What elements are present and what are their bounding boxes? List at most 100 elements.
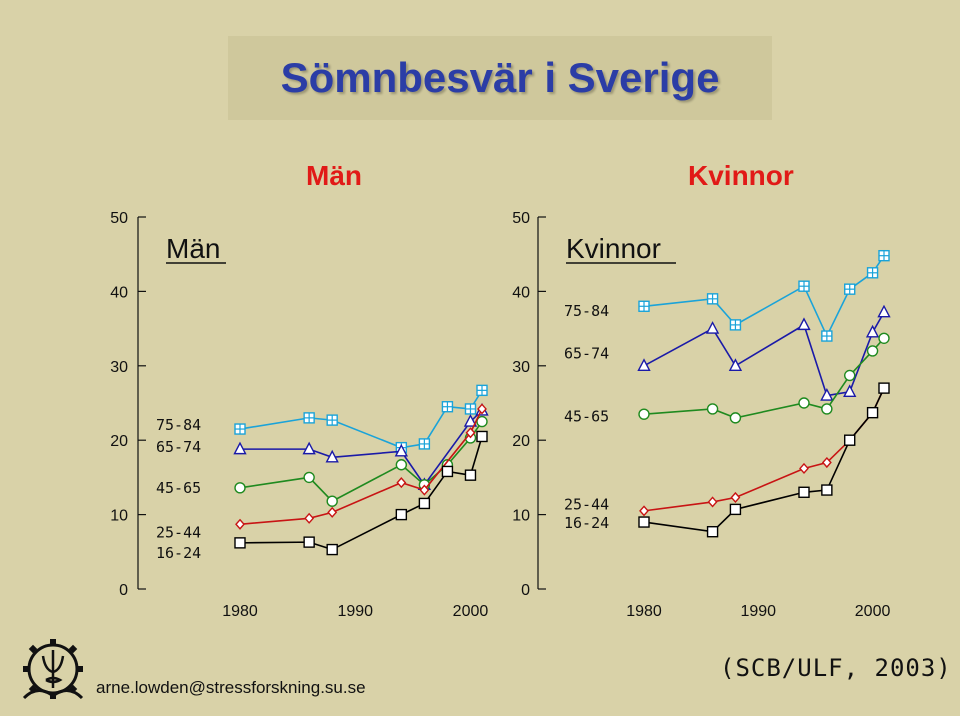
series-line bbox=[239, 389, 483, 449]
x-tick-label: 1980 bbox=[222, 603, 258, 620]
data-point bbox=[395, 508, 408, 521]
data-point bbox=[394, 443, 408, 457]
data-point bbox=[234, 537, 246, 549]
data-point bbox=[463, 414, 478, 427]
y-tick-label: 30 bbox=[110, 359, 128, 376]
y-tick-label: 40 bbox=[512, 284, 530, 301]
group-label: 45-65 bbox=[564, 408, 609, 426]
group-label: 75-84 bbox=[156, 416, 201, 434]
data-point bbox=[476, 415, 488, 428]
data-point bbox=[820, 388, 834, 401]
series-65-74 bbox=[637, 304, 891, 401]
data-point bbox=[821, 403, 833, 415]
data-point bbox=[476, 430, 488, 443]
x-tick-label: 1990 bbox=[337, 603, 373, 620]
group-label: 16-24 bbox=[156, 544, 201, 562]
chart-title: Män bbox=[166, 233, 220, 264]
data-point bbox=[327, 506, 338, 518]
group-label: 25-44 bbox=[564, 495, 609, 513]
contact-email: arne.lowden@stressforskning.su.se bbox=[96, 678, 366, 697]
y-tick-label: 20 bbox=[110, 433, 128, 450]
data-point bbox=[798, 397, 810, 409]
data-point bbox=[730, 491, 741, 504]
data-point bbox=[865, 324, 880, 338]
y-tick-label: 30 bbox=[512, 359, 530, 376]
chart-women: 0 10 20 30 40 50 1980 1990 2000 Kvinnor 75-84 65-74… bbox=[512, 210, 891, 620]
data-point bbox=[638, 516, 650, 528]
data-point bbox=[395, 459, 408, 471]
data-point bbox=[797, 317, 811, 331]
series-75-84 bbox=[234, 384, 488, 454]
data-point bbox=[326, 543, 338, 556]
series-45-65 bbox=[638, 332, 890, 424]
data-point bbox=[638, 408, 650, 420]
chart-title: Kvinnor bbox=[566, 233, 661, 264]
y-tick-label: 50 bbox=[512, 210, 530, 227]
series-line bbox=[643, 311, 885, 397]
data-point bbox=[729, 503, 742, 516]
group-label: 65-74 bbox=[156, 438, 201, 456]
series-25-44 bbox=[639, 382, 889, 517]
y-tick-label: 10 bbox=[110, 508, 128, 525]
y-tick-label: 20 bbox=[512, 433, 530, 450]
data-point bbox=[639, 505, 649, 517]
data-point bbox=[233, 441, 247, 455]
series-line bbox=[643, 387, 885, 533]
data-point bbox=[441, 465, 454, 478]
group-label: 16-24 bbox=[564, 514, 609, 532]
data-point bbox=[303, 536, 315, 548]
data-point bbox=[707, 496, 718, 508]
data-point bbox=[706, 403, 719, 415]
data-point bbox=[866, 345, 879, 357]
y-tick-label: 40 bbox=[110, 284, 128, 301]
data-point bbox=[844, 369, 856, 382]
data-point bbox=[234, 482, 246, 494]
series-25-44 bbox=[235, 403, 487, 530]
y-tick-label: 0 bbox=[119, 582, 128, 599]
data-point bbox=[418, 497, 431, 510]
series-16-24 bbox=[638, 382, 890, 538]
x-tick-label: 1980 bbox=[626, 603, 662, 620]
data-point bbox=[396, 477, 407, 489]
x-tick-label: 1990 bbox=[740, 603, 776, 620]
data-point bbox=[866, 406, 879, 419]
source-citation: (SCB/ULF, 2003) bbox=[720, 654, 952, 682]
data-point bbox=[878, 382, 890, 394]
data-point bbox=[844, 434, 856, 446]
x-tick-label: 2000 bbox=[855, 603, 891, 620]
chart-men: 0 10 20 30 40 50 1980 1990 2000 Män 75-84 65-74 45-6… bbox=[110, 210, 489, 620]
data-point bbox=[798, 486, 810, 498]
group-label: 75-84 bbox=[564, 302, 609, 320]
group-label: 25-44 bbox=[156, 524, 201, 542]
heading-women: Kvinnor bbox=[688, 160, 794, 191]
data-point bbox=[878, 332, 890, 344]
data-point bbox=[235, 518, 245, 530]
title-box: Sömnbesvär i Sverige bbox=[228, 36, 772, 120]
series-line bbox=[643, 387, 885, 512]
series-45-65 bbox=[234, 415, 488, 507]
heading-men: Män bbox=[306, 160, 362, 191]
data-point bbox=[729, 412, 742, 424]
y-tick-label: 10 bbox=[512, 508, 530, 525]
data-point bbox=[302, 441, 316, 455]
data-point bbox=[705, 321, 720, 334]
data-point bbox=[325, 449, 339, 463]
series-75-84 bbox=[638, 249, 890, 342]
data-point bbox=[477, 403, 487, 415]
y-tick-label: 0 bbox=[521, 582, 530, 599]
data-point bbox=[637, 358, 651, 371]
slide-title: Sömnbesvär i Sverige bbox=[280, 54, 720, 101]
data-point bbox=[877, 304, 891, 318]
data-point bbox=[326, 495, 338, 507]
data-point bbox=[821, 484, 833, 496]
data-point bbox=[728, 358, 743, 371]
group-label: 45-65 bbox=[156, 479, 201, 497]
data-point bbox=[304, 512, 315, 524]
series-line bbox=[643, 255, 885, 338]
data-point bbox=[465, 427, 476, 439]
data-point bbox=[303, 471, 315, 484]
data-point bbox=[464, 469, 477, 481]
data-point bbox=[706, 526, 719, 538]
